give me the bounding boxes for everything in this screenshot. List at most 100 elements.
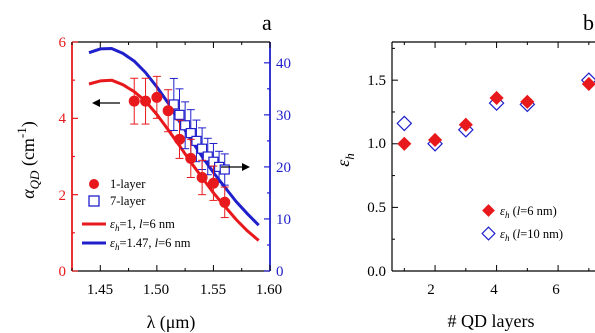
legend-marker-7layer (88, 195, 100, 207)
panel-b-legend: εh (l=6 nm) εh (l=10 nm) (481, 204, 563, 243)
eps-symbol: ε (333, 159, 353, 167)
legend-marker-1layer (89, 179, 99, 189)
eps-subscript: h (115, 242, 120, 252)
y-right-tick-label: 10 (276, 212, 291, 228)
l-symbol: l (139, 217, 143, 231)
l-symbol: l (517, 204, 521, 218)
legend-label-eps147: εh=1.47, l=6 nm (110, 236, 191, 252)
point-1layer (219, 196, 231, 208)
eps-value: =1.47, (119, 236, 154, 250)
l-symbol: l (517, 227, 521, 241)
unit-open: (cm (18, 138, 39, 170)
legend-marker-l6 (482, 204, 495, 217)
b-y-tick-label: 1.0 (367, 136, 386, 152)
l-symbol: l (155, 236, 159, 250)
point-7layer (168, 99, 179, 110)
l-value: =6 nm (158, 236, 191, 250)
point-7layer (219, 164, 230, 175)
b-x-axis-title: # QD layers (448, 311, 535, 331)
point-1layer (162, 105, 174, 117)
legend-label-1layer: 1-layer (110, 177, 146, 191)
paren-open: ( (509, 227, 516, 241)
point-l6 (427, 132, 443, 148)
b-y-axis-title: εh (333, 153, 357, 167)
panel-a: a 1.45 1.50 1.55 1.60 0 2 4 6 0 10 20 30… (14, 10, 291, 333)
point-l6 (489, 90, 504, 106)
legend-label-l10: εh (l=10 nm) (500, 227, 563, 243)
b-y-tick-label: 1.5 (367, 73, 386, 89)
arrow-right-head (242, 163, 250, 171)
y-left-axis-title: αQD (cm-1) (14, 121, 42, 199)
legend-label-l6: εh (l=6 nm) (500, 204, 557, 220)
l-value: =10 nm) (520, 227, 563, 241)
eps-symbol: ε (110, 217, 115, 231)
arrow-left-annotation (92, 99, 120, 107)
point-l6 (581, 76, 595, 92)
x-tick-label: 1.50 (143, 282, 169, 298)
eps-subscript: h (115, 223, 120, 233)
unit-close: ) (18, 121, 39, 127)
alpha-subscript: QD (27, 170, 42, 189)
legend-marker-l10 (481, 226, 496, 241)
point-1layer (151, 91, 163, 103)
alpha-symbol: α (18, 189, 38, 199)
l-value: =6 nm) (520, 204, 557, 218)
legend-label-eps1: εh=1, l=6 nm (110, 217, 175, 233)
point-l6 (397, 136, 412, 151)
eps-symbol: ε (110, 236, 115, 250)
eps-value: =1, (119, 217, 139, 231)
point-7layer (202, 151, 213, 162)
panel-a-ticks (71, 41, 271, 272)
eps-symbol: ε (500, 227, 505, 241)
point-1layer (196, 171, 208, 183)
point-7layer (197, 143, 208, 154)
arrow-right-annotation (221, 163, 250, 171)
y-right-tick-label: 0 (276, 264, 284, 280)
x-axis-title: λ (μm) (147, 312, 196, 333)
point-1layer (140, 95, 152, 107)
point-1layer (128, 95, 140, 107)
b-x-tick-label: 4 (490, 282, 498, 298)
unit-exponent: -1 (14, 127, 29, 138)
x-tick-label: 1.60 (256, 282, 282, 298)
point-l6 (520, 94, 535, 109)
y-left-tick-label: 0 (59, 264, 67, 280)
panel-a-label: a (262, 10, 272, 35)
legend-label-7layer: 7-layer (110, 194, 146, 208)
y-left-tick-label: 4 (59, 111, 67, 127)
panel-b-label: b (583, 10, 594, 35)
b-x-tick-label: 2 (427, 282, 435, 298)
b-x-tick-label: 6 (552, 282, 560, 298)
paren-open: ( (509, 204, 516, 218)
panel-b-marks (396, 72, 595, 152)
y-left-tick-label: 2 (59, 188, 67, 204)
l-value: =6 nm (142, 217, 175, 231)
panel-a-marks (128, 75, 231, 219)
arrow-left-head (92, 99, 100, 107)
panel-a-legend: 1-layer 7-layer εh=1, l=6 nm εh=1.47, l=… (82, 177, 191, 252)
eps-subscript: h (505, 210, 510, 220)
b-y-tick-label: 0.0 (367, 264, 386, 280)
eps-subscript: h (342, 153, 357, 160)
panel-a-lines (88, 47, 260, 242)
x-tick-label: 1.45 (87, 282, 113, 298)
x-tick-label: 1.55 (200, 282, 226, 298)
point-7layer (180, 120, 191, 131)
point-7layer (174, 109, 185, 120)
eps-subscript: h (505, 233, 510, 243)
point-1layer (207, 177, 219, 189)
eps-symbol: ε (500, 204, 505, 218)
panel-b-ticks (392, 42, 590, 272)
b-y-tick-label: 0.5 (367, 200, 386, 216)
y-left-tick-label: 6 (59, 35, 67, 51)
point-l6 (458, 117, 473, 132)
point-l10 (396, 115, 413, 132)
point-7layer (185, 127, 196, 139)
y-right-tick-label: 40 (276, 56, 291, 72)
point-1layer (185, 152, 197, 164)
y-right-tick-label: 20 (276, 160, 291, 176)
panel-b: b 2 4 6 0.0 0.5 1.0 1.5 # QD layers εh ε… (333, 10, 595, 331)
point-1layer (173, 133, 185, 145)
series-line-eps1 (88, 78, 260, 242)
